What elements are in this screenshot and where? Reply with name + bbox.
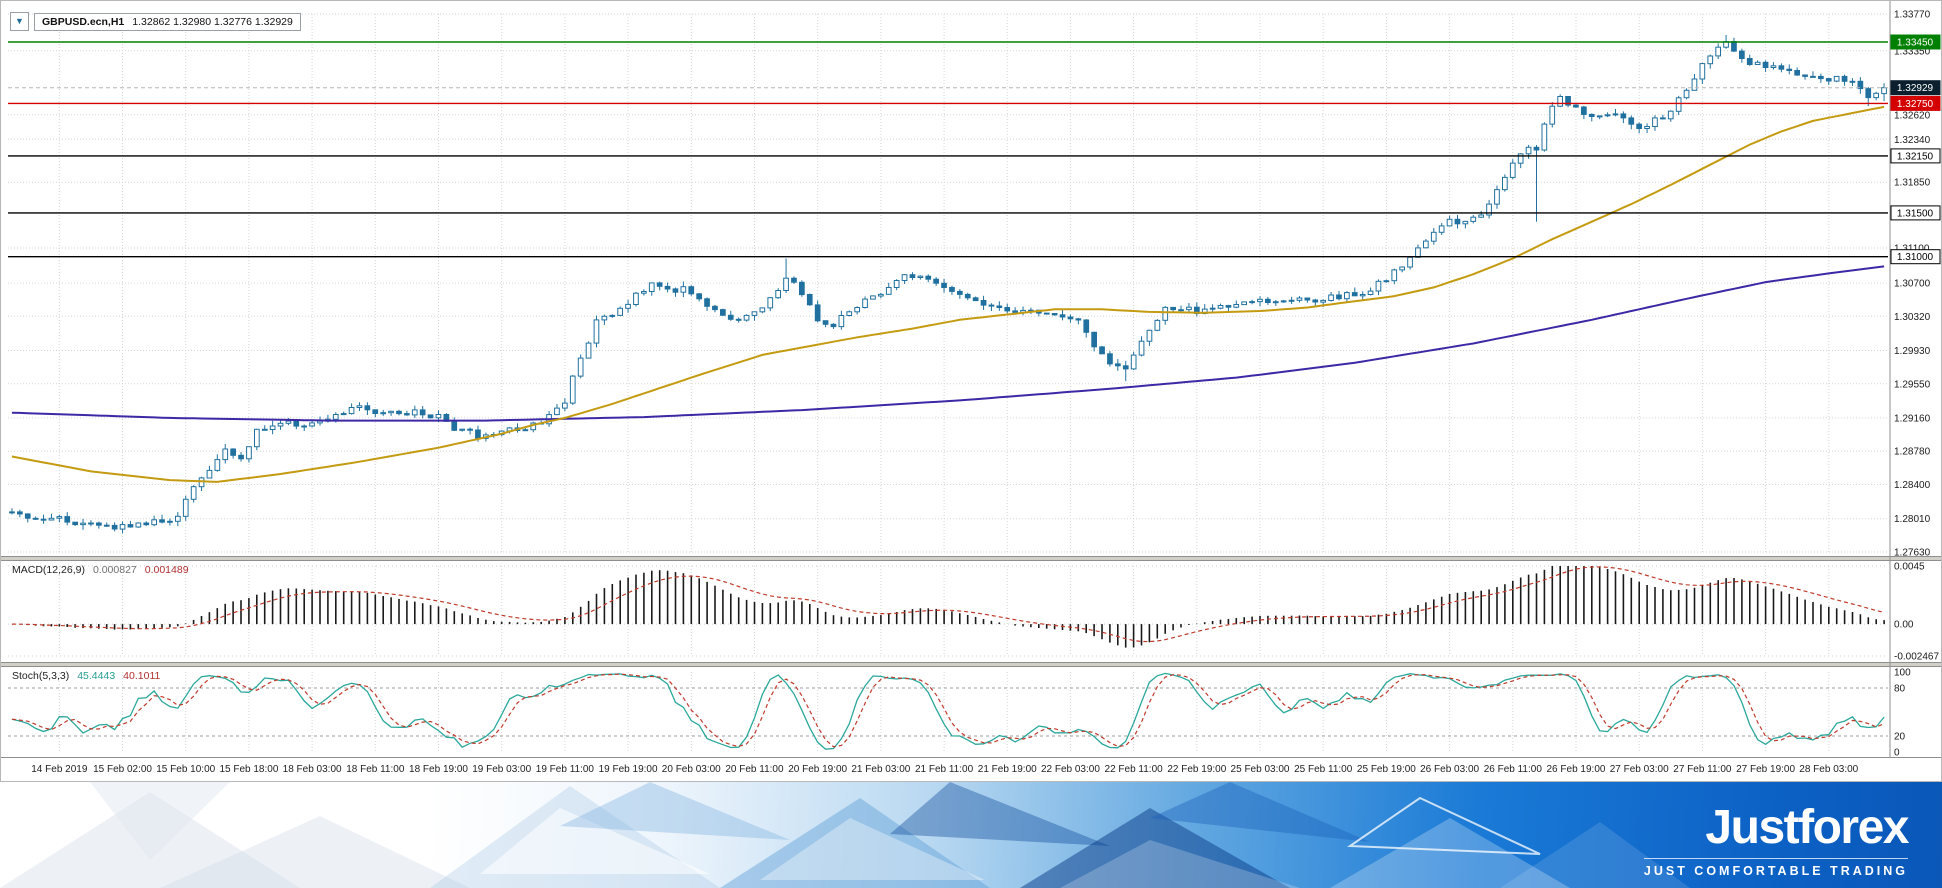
svg-text:26 Feb 11:00: 26 Feb 11:00: [1484, 764, 1543, 775]
triangle-decoration: [0, 782, 1690, 888]
svg-text:1.31500: 1.31500: [1897, 208, 1934, 219]
price-chart-canvas[interactable]: 1.33770 1.33350 1.32620 1.32340 1.31850 1.311…: [0, 0, 1942, 782]
chevron-down-icon: ▼: [15, 16, 24, 26]
svg-text:0.00: 0.00: [1894, 620, 1914, 631]
svg-text:0: 0: [1894, 748, 1900, 759]
macd-value-main: 0.000827: [92, 564, 137, 576]
svg-text:15 Feb 02:00: 15 Feb 02:00: [93, 764, 152, 775]
svg-text:22 Feb 11:00: 22 Feb 11:00: [1105, 764, 1164, 775]
svg-text:18 Feb 11:00: 18 Feb 11:00: [346, 764, 405, 775]
svg-text:100: 100: [1894, 668, 1911, 679]
symbol-ohlc-box: GBPUSD.ecn,H1 1.32862 1.32980 1.32776 1.…: [34, 12, 301, 31]
svg-text:1.27630: 1.27630: [1894, 548, 1931, 559]
svg-text:1.32340: 1.32340: [1894, 135, 1931, 146]
svg-text:-0.002467: -0.002467: [1894, 652, 1939, 663]
svg-text:1.29160: 1.29160: [1894, 413, 1931, 424]
svg-text:1.29550: 1.29550: [1894, 379, 1931, 390]
svg-text:1.31100: 1.31100: [1894, 244, 1930, 255]
svg-text:20 Feb 11:00: 20 Feb 11:00: [725, 764, 784, 775]
svg-text:1.29930: 1.29930: [1894, 346, 1931, 357]
svg-text:1.30700: 1.30700: [1894, 279, 1931, 290]
svg-text:27 Feb 19:00: 27 Feb 19:00: [1736, 764, 1795, 775]
stoch-name: Stoch(5,3,3): [12, 670, 70, 682]
svg-text:19 Feb 19:00: 19 Feb 19:00: [599, 764, 658, 775]
macd-indicator-label: MACD(12,26,9) 0.000827 0.001489: [12, 564, 189, 576]
svg-text:1.31000: 1.31000: [1897, 252, 1934, 263]
svg-text:20 Feb 03:00: 20 Feb 03:00: [662, 764, 721, 775]
svg-text:19 Feb 03:00: 19 Feb 03:00: [472, 764, 531, 775]
svg-text:21 Feb 03:00: 21 Feb 03:00: [851, 764, 910, 775]
svg-text:26 Feb 19:00: 26 Feb 19:00: [1547, 764, 1606, 775]
svg-text:25 Feb 11:00: 25 Feb 11:00: [1294, 764, 1353, 775]
svg-text:1.32750: 1.32750: [1897, 99, 1934, 110]
symbol-dropdown-button[interactable]: ▼: [10, 12, 29, 31]
svg-text:19 Feb 11:00: 19 Feb 11:00: [536, 764, 595, 775]
svg-text:28 Feb 03:00: 28 Feb 03:00: [1799, 764, 1858, 775]
svg-text:25 Feb 19:00: 25 Feb 19:00: [1357, 764, 1416, 775]
svg-text:1.28400: 1.28400: [1894, 480, 1931, 491]
svg-text:1.28780: 1.28780: [1894, 447, 1931, 458]
svg-text:27 Feb 11:00: 27 Feb 11:00: [1673, 764, 1732, 775]
svg-text:22 Feb 03:00: 22 Feb 03:00: [1041, 764, 1100, 775]
stoch-value-signal: 40.1011: [123, 670, 161, 682]
svg-text:25 Feb 03:00: 25 Feb 03:00: [1231, 764, 1290, 775]
svg-text:21 Feb 11:00: 21 Feb 11:00: [915, 764, 974, 775]
brand-tagline: JUST COMFORTABLE TRADING: [1643, 858, 1908, 878]
svg-text:18 Feb 03:00: 18 Feb 03:00: [283, 764, 342, 775]
symbol-timeframe-label: GBPUSD.ecn,H1: [42, 15, 125, 28]
svg-text:15 Feb 18:00: 15 Feb 18:00: [219, 764, 278, 775]
justforex-logo: Justforex: [1705, 800, 1909, 854]
brand-logo-block: Justforex JUST COMFORTABLE TRADING: [1643, 800, 1910, 878]
svg-text:1.33770: 1.33770: [1894, 10, 1931, 21]
svg-text:20 Feb 19:00: 20 Feb 19:00: [788, 764, 847, 775]
svg-text:1.33450: 1.33450: [1897, 38, 1934, 49]
svg-text:26 Feb 03:00: 26 Feb 03:00: [1420, 764, 1479, 775]
svg-text:21 Feb 19:00: 21 Feb 19:00: [978, 764, 1037, 775]
svg-text:1.32620: 1.32620: [1894, 110, 1931, 121]
svg-text:1.33350: 1.33350: [1894, 46, 1931, 57]
symbol-info-box: ▼ GBPUSD.ecn,H1 1.32862 1.32980 1.32776 …: [10, 12, 301, 31]
macd-name: MACD(12,26,9): [12, 564, 85, 576]
macd-value-signal: 0.001489: [144, 564, 189, 576]
svg-text:1.30320: 1.30320: [1894, 312, 1931, 323]
svg-text:1.31850: 1.31850: [1894, 178, 1931, 189]
svg-text:22 Feb 19:00: 22 Feb 19:00: [1167, 764, 1226, 775]
svg-text:1.28010: 1.28010: [1894, 514, 1931, 525]
stoch-indicator-label: Stoch(5,3,3) 45.4443 40.1011: [12, 670, 160, 682]
svg-text:15 Feb 10:00: 15 Feb 10:00: [156, 764, 215, 775]
svg-text:14 Feb 2019: 14 Feb 2019: [31, 764, 88, 775]
svg-text:0.0045: 0.0045: [1894, 562, 1925, 573]
ohlc-values: 1.32862 1.32980 1.32776 1.32929: [132, 15, 293, 28]
svg-text:20: 20: [1894, 732, 1906, 743]
svg-text:18 Feb 19:00: 18 Feb 19:00: [409, 764, 468, 775]
stoch-value-main: 45.4443: [77, 670, 116, 682]
svg-text:27 Feb 03:00: 27 Feb 03:00: [1610, 764, 1669, 775]
svg-text:1.32150: 1.32150: [1897, 151, 1934, 162]
branding-banner: Justforex JUST COMFORTABLE TRADING: [0, 782, 1942, 888]
svg-text:80: 80: [1894, 684, 1906, 695]
svg-text:1.32929: 1.32929: [1897, 83, 1934, 94]
